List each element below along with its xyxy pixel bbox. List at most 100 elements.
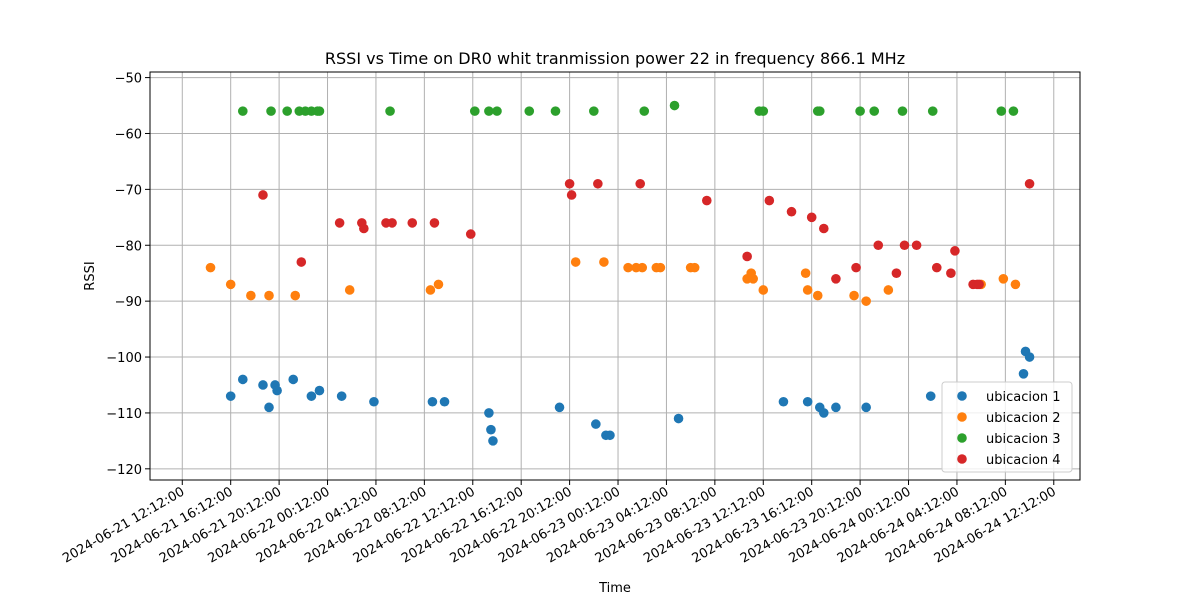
data-point [290,290,301,301]
data-point [911,240,922,251]
data-point [369,396,379,407]
data-point [429,218,440,228]
data-point [387,218,397,228]
data-point [861,296,871,306]
legend: ubicacion 1 ubicacion 2 ubicacion 3 ubicaci… [941,381,1073,473]
grid [150,72,1080,480]
data-point [225,391,236,401]
data-point [486,424,496,435]
data-point [851,262,861,273]
data-point [599,257,609,267]
data-point [484,408,494,418]
data-point [566,190,577,200]
data-point [427,396,438,407]
legend-label: ubicacion 1 [986,390,1061,405]
data-point [282,106,292,116]
data-point [288,374,299,385]
data-point [931,262,942,273]
y-tick-label: −50 [115,72,142,87]
y-tick-label: −90 [115,295,142,310]
data-point [469,106,480,116]
data-point [264,290,274,301]
data-point [336,391,347,401]
chart-title: RSSI vs Time on DR0 whit tranmission pow… [325,49,905,68]
data-point [891,268,902,279]
y-tick-label: −80 [115,239,142,254]
data-point [554,402,565,413]
data-point [1024,352,1035,362]
data-point [589,106,599,116]
data-point [492,106,502,116]
legend-marker [957,454,967,464]
data-point [488,436,498,446]
legend-marker [957,433,967,443]
series-4 [258,178,1035,290]
data-point [314,385,325,396]
data-point [484,106,494,116]
data-point [637,262,648,273]
data-point [1010,279,1021,290]
data-point [635,178,646,189]
legend-label: ubicacion 4 [986,453,1061,468]
data-point [605,430,615,441]
data-point [925,391,936,401]
data-point [639,106,650,116]
data-point [1024,178,1035,189]
data-point [812,290,823,301]
data-point [897,106,908,116]
y-tick-label: −100 [106,351,142,366]
series-3 [237,100,1019,116]
data-point [806,212,817,223]
data-point [689,262,700,273]
data-point [425,285,436,295]
data-point [802,396,813,407]
data-point [407,218,418,228]
data-point [1018,369,1029,379]
data-point [758,285,769,295]
data-point [764,195,775,206]
legend-label: ubicacion 3 [986,432,1061,447]
data-point [758,106,769,116]
data-point [800,268,811,279]
data-point [272,385,282,396]
y-tick-label: −110 [106,407,142,422]
data-point [849,290,859,301]
data-point [564,178,575,189]
data-point [524,106,535,116]
data-point [258,190,268,200]
data-point [974,279,984,290]
data-point [818,223,829,234]
legend-marker [957,391,967,401]
data-point [869,106,880,116]
data-point [550,106,561,116]
data-point [344,285,355,295]
data-point [861,402,871,413]
plot-frame [149,71,1081,481]
data-point [439,396,450,407]
data-point [465,229,476,239]
data-point [266,106,276,116]
data-point [237,106,248,116]
series-1 [225,346,1035,446]
data-point [334,218,345,228]
legend-label: ubicacion 2 [986,411,1061,426]
data-point [1008,106,1019,116]
data-point [237,374,248,385]
y-axis-label: RSSI [83,261,98,290]
data-point [899,240,910,251]
data-point [873,240,884,251]
y-tick-label: −120 [106,463,142,478]
y-tick-label: −70 [115,183,142,198]
data-points [205,100,1035,446]
data-point [570,257,581,267]
data-point [946,268,956,279]
legend-marker [957,412,967,422]
data-point [433,279,444,290]
data-point [669,100,680,111]
data-point [855,106,865,116]
data-point [593,178,603,189]
data-point [655,262,666,273]
data-point [264,402,274,413]
x-axis-label: Time [598,581,631,596]
